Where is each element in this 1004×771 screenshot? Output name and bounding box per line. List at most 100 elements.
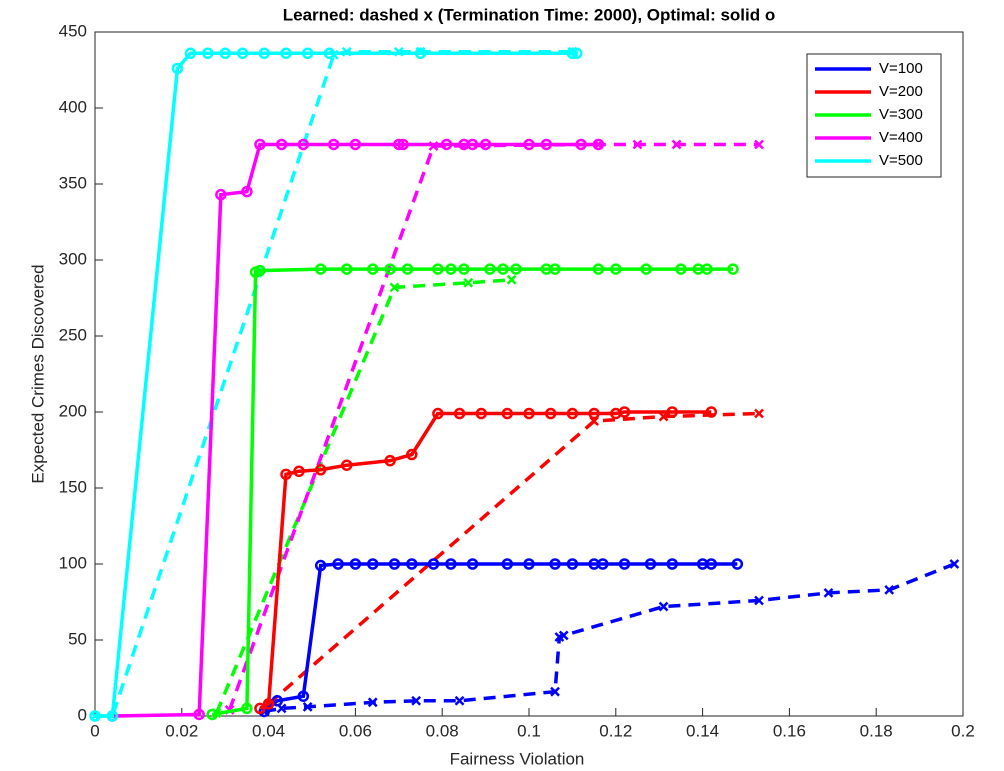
circle-marker <box>501 407 514 420</box>
x-marker <box>754 139 764 150</box>
x-tick-label: 0.02 <box>165 721 198 740</box>
y-tick-label: 50 <box>68 629 87 648</box>
circle-marker <box>349 138 362 151</box>
x-marker <box>558 630 569 641</box>
circle-marker <box>401 263 414 275</box>
circle-marker <box>566 47 579 60</box>
x-tick-label: 0.12 <box>599 721 632 740</box>
learned-series <box>259 559 960 717</box>
circle-marker <box>497 263 509 275</box>
circle-marker <box>701 263 713 275</box>
circle-marker <box>484 263 496 275</box>
circle-marker <box>566 407 579 420</box>
circle-marker <box>549 263 561 275</box>
circle-marker <box>314 559 327 572</box>
circle-marker <box>206 708 218 721</box>
circle-marker <box>280 468 292 481</box>
circle-marker <box>597 558 609 570</box>
x-marker <box>632 139 643 150</box>
circle-marker <box>171 62 184 75</box>
circle-marker <box>340 263 353 275</box>
y-tick-label: 450 <box>59 21 87 40</box>
circle-marker <box>215 188 227 201</box>
circle-marker <box>106 710 119 722</box>
x-axis-label: Fairness Violation <box>450 749 585 768</box>
x-tick-label: 0.18 <box>860 721 893 740</box>
x-marker <box>658 411 669 422</box>
circle-marker <box>301 47 314 60</box>
circle-marker <box>241 702 253 715</box>
circle-marker <box>458 263 470 275</box>
circle-marker <box>610 263 622 275</box>
circle-marker <box>445 558 457 570</box>
circle-marker <box>184 47 197 60</box>
circle-marker <box>549 558 561 570</box>
circle-marker <box>219 47 231 60</box>
circle-marker <box>275 138 288 151</box>
circle-marker <box>393 138 405 151</box>
x-marker <box>463 277 474 288</box>
y-tick-label: 250 <box>59 325 87 344</box>
x-tick-label: 0.2 <box>951 721 975 740</box>
circle-marker <box>731 558 744 570</box>
optimal-series <box>254 406 718 715</box>
x-marker <box>367 697 378 708</box>
y-tick-label: 100 <box>59 553 87 572</box>
circle-marker <box>254 138 266 151</box>
optimal-series <box>89 47 583 722</box>
x-tick-label: 0.04 <box>252 721 285 740</box>
x-marker <box>949 559 960 569</box>
x-tick-label: 0.14 <box>686 721 719 740</box>
x-marker <box>389 282 400 293</box>
circle-marker <box>618 558 631 570</box>
circle-marker <box>523 407 535 420</box>
line <box>95 51 577 718</box>
legend-label: V=400 <box>879 129 923 146</box>
circle-marker <box>297 138 310 151</box>
circle-marker <box>397 138 409 151</box>
circle-marker <box>566 558 579 570</box>
circle-marker <box>349 558 362 570</box>
circle-marker <box>644 558 657 570</box>
optimal-series <box>106 138 605 722</box>
circle-marker <box>432 263 444 275</box>
line <box>211 267 733 717</box>
circle-marker <box>254 264 266 277</box>
legend-label: V=100 <box>879 60 923 77</box>
circle-marker <box>89 710 101 722</box>
circle-marker <box>314 464 327 476</box>
x-tick-label: 0.08 <box>426 721 459 740</box>
circle-marker <box>262 698 275 710</box>
circle-marker <box>367 558 379 570</box>
x-marker <box>411 695 422 706</box>
circle-marker <box>705 558 718 570</box>
y-tick-label: 300 <box>59 249 87 268</box>
y-tick-label: 150 <box>59 477 87 496</box>
circle-marker <box>314 263 327 275</box>
circle-marker <box>540 138 553 151</box>
optimal-series <box>206 263 739 721</box>
x-marker <box>884 584 895 595</box>
circle-marker <box>432 407 444 420</box>
circle-marker <box>193 708 205 721</box>
legend-label: V=200 <box>879 83 923 100</box>
x-tick-label: 0.06 <box>339 721 372 740</box>
circle-marker <box>384 454 396 467</box>
circle-marker <box>236 47 249 60</box>
circle-marker <box>675 263 687 275</box>
circle-marker <box>202 47 214 60</box>
circle-marker <box>293 465 305 478</box>
circle-marker <box>453 407 466 420</box>
x-marker <box>754 408 764 419</box>
optimal-series <box>258 558 744 718</box>
x-marker <box>302 701 313 712</box>
x-marker <box>754 595 764 606</box>
circle-marker <box>440 138 453 151</box>
circle-marker <box>258 47 271 60</box>
x-marker <box>671 139 682 150</box>
circle-marker <box>297 690 310 702</box>
circle-marker <box>323 47 336 60</box>
circle-marker <box>388 558 401 570</box>
circle-marker <box>475 407 488 420</box>
y-tick-label: 400 <box>59 97 87 116</box>
